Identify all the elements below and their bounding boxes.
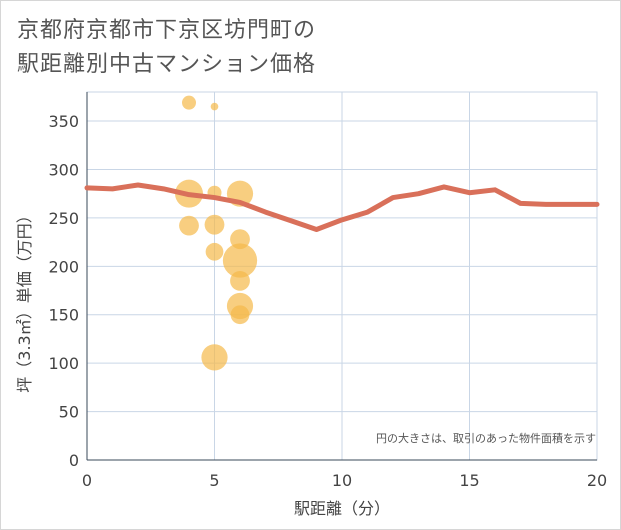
bubble-point bbox=[230, 305, 250, 325]
y-tick-50: 50 bbox=[59, 403, 79, 422]
bubble-point bbox=[222, 243, 258, 278]
trend-series bbox=[84, 182, 600, 233]
bubble-point bbox=[179, 215, 199, 236]
average-price-line bbox=[84, 182, 600, 233]
size-note: 円の大きさは、取引のあった物件面積を示す bbox=[376, 431, 596, 445]
chart-title-line2: 駅距離別中古マンション価格 bbox=[17, 52, 317, 77]
y-tick-200: 200 bbox=[48, 257, 79, 276]
y-tick-0: 0 bbox=[69, 451, 79, 470]
chart-title-line1: 京都府京都市下京区坊門町の bbox=[17, 18, 317, 43]
x-tick-15: 15 bbox=[459, 471, 479, 490]
y-tick-300: 300 bbox=[48, 160, 79, 179]
x-tick-10: 10 bbox=[332, 471, 352, 490]
y-tick-250: 250 bbox=[48, 209, 79, 228]
chart-title: 京都府京都市下京区坊門町の 駅距離別中古マンション価格 bbox=[17, 14, 577, 82]
bubble-point bbox=[210, 102, 219, 111]
bubble-point bbox=[204, 214, 225, 235]
x-tick-0: 0 bbox=[82, 471, 92, 490]
bubble-point bbox=[201, 344, 228, 371]
x-tick-5: 5 bbox=[209, 471, 219, 490]
y-tick-100: 100 bbox=[48, 354, 79, 373]
bubble-point bbox=[182, 95, 196, 110]
y-axis-label: 坪（3.3㎡）単価（万円） bbox=[15, 207, 34, 392]
bubble-point bbox=[230, 270, 250, 291]
y-tick-150: 150 bbox=[48, 306, 79, 325]
x-tick-20: 20 bbox=[587, 471, 607, 490]
bubble-point bbox=[205, 242, 224, 261]
y-tick-350: 350 bbox=[48, 112, 79, 131]
x-axis-label: 駅距離（分） bbox=[294, 499, 390, 518]
gridlines bbox=[86, 92, 597, 461]
x-tick-labels: 0 5 10 15 20 bbox=[82, 471, 607, 490]
y-tick-labels: 0 50 100 150 200 250 300 350 bbox=[48, 112, 79, 470]
